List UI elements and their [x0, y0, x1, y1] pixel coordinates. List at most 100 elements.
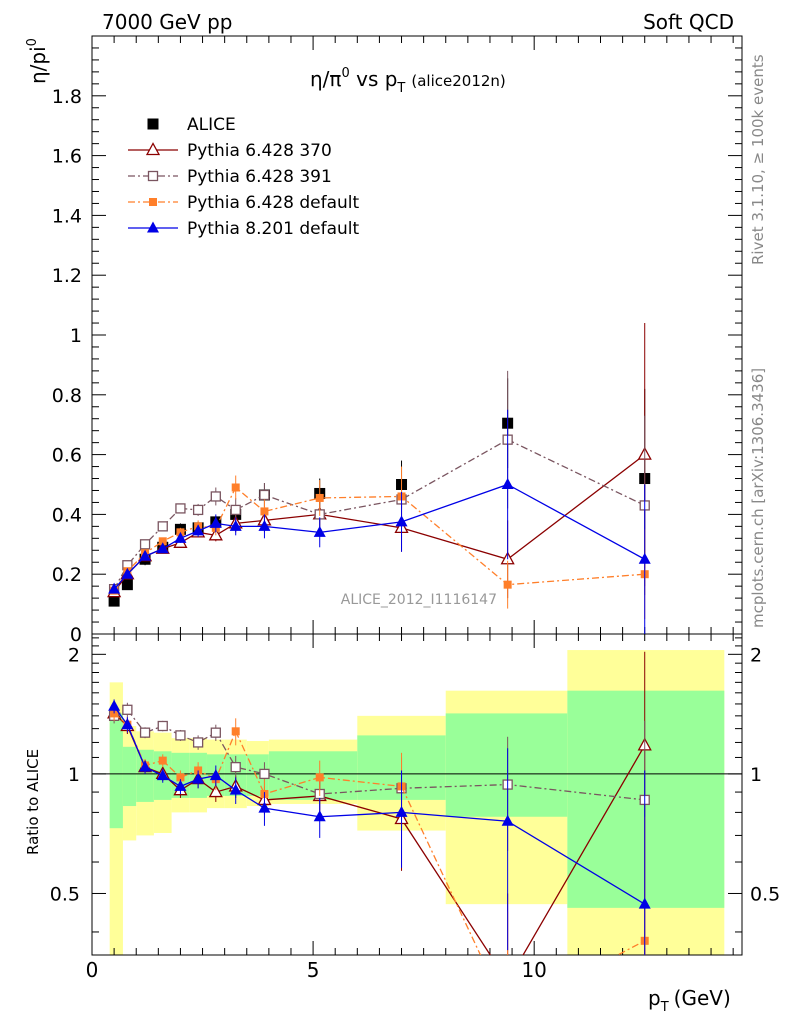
series-2-point: [158, 537, 167, 546]
series-3-ratio-point: [313, 810, 326, 822]
series-2-point: [503, 580, 512, 589]
series-1-point: [230, 504, 241, 516]
legend-label-1: Pythia 6.428 370: [187, 141, 332, 161]
ratio-tick-label-right: 1: [750, 764, 762, 786]
title-main: η/π: [310, 67, 341, 91]
series-3-point: [209, 516, 222, 528]
y-tick-label: 0.8: [52, 385, 82, 407]
series-3-ratio-point: [229, 783, 242, 795]
series-3-point: [258, 519, 271, 531]
series-3-point: [313, 525, 326, 537]
series-3-ratio-point: [209, 769, 222, 781]
ratio-band: [109, 650, 725, 955]
x-tick-label: 5: [307, 958, 320, 982]
y-tick-label: 1.6: [52, 146, 82, 168]
series-1-ratio-point: [175, 730, 186, 741]
series-3-point: [156, 542, 169, 554]
header-right: Soft QCD: [643, 10, 734, 34]
band-stat-bin: [246, 754, 269, 796]
y-tick-label: 0.6: [52, 445, 82, 467]
ratio-tick-label-left: 0.5: [50, 883, 80, 905]
x-tick-label: 0: [86, 958, 99, 982]
series-1-ratio-point: [230, 761, 241, 773]
series-3-point: [192, 524, 205, 536]
series-1-ratio-point: [139, 727, 151, 738]
series-2-point: [315, 493, 324, 502]
series-3-ratio-point: [121, 718, 134, 730]
legend-marker-1: [145, 142, 161, 156]
series-0-ratio-point: [208, 784, 223, 798]
legend-marker-0: [147, 118, 159, 130]
series-3-ratio-point: [258, 801, 271, 813]
series-1-point: [139, 539, 151, 550]
y-tick-label: 1.2: [52, 265, 82, 287]
band-stat-bin: [136, 749, 154, 802]
legend-marker-3: [149, 198, 157, 206]
alice-point: [121, 579, 133, 591]
y-tick-label: 1.8: [52, 86, 82, 108]
rivet-label: Rivet 3.1.10, ≥ 100k events: [749, 54, 767, 265]
band-stat-bin: [109, 713, 123, 829]
series-3-ratio-point: [108, 699, 121, 711]
legend-label-3: Pythia 6.428 default: [187, 193, 360, 213]
series-1-ratio-point: [157, 720, 168, 732]
series-1-ratio-point: [192, 737, 204, 748]
ylabel-main: η/pi: [26, 46, 50, 84]
title-sup: 0: [341, 66, 349, 81]
band-stat-bin: [445, 713, 568, 817]
series-2-ratio-point: [158, 756, 167, 765]
y-tick-label: 0.4: [52, 504, 82, 526]
ratio-frame: [91, 633, 743, 956]
series-3-point: [174, 531, 187, 543]
legend-label-0: ALICE: [187, 115, 236, 135]
series-2-ratio-point: [315, 773, 324, 782]
series-3-point: [395, 515, 408, 527]
series-1-point: [192, 504, 204, 516]
series-1-point: [210, 491, 221, 502]
title-vs: vs p: [350, 67, 398, 91]
series-1-ratio-point: [259, 768, 270, 780]
series-1-ratio-point: [122, 704, 133, 715]
legend-label-2: Pythia 6.428 391: [187, 167, 332, 187]
x-axis-label: pT (GeV): [648, 986, 731, 1015]
mcplots-label: mcplots.cern.ch [arXiv:1306.3436]: [749, 368, 767, 628]
series-3-ratio-point: [395, 805, 408, 817]
series-3-ratio-point: [192, 772, 205, 784]
series-2-point: [260, 507, 269, 516]
header-left: 7000 GeV pp: [102, 10, 233, 34]
watermark: ALICE_2012_I1116147: [341, 592, 497, 608]
legend-label-4: Pythia 8.201 default: [187, 219, 360, 239]
series-3-ratio-point: [139, 760, 152, 772]
xlabel-unit: (GeV): [674, 986, 731, 1010]
series-3-ratio-point: [638, 897, 651, 909]
ratio-plot: [107, 651, 652, 986]
ylabel-sup: 0: [25, 38, 40, 46]
series-3-point: [108, 582, 121, 594]
y-tick-label: 0: [70, 624, 82, 646]
series-3-ratio-point: [156, 769, 169, 781]
ratio-axis-label: Ratio to ALICE: [24, 749, 42, 855]
series-3-point: [229, 519, 242, 531]
legend-marker-4: [147, 221, 159, 233]
ratio-tick-label-left: 1: [68, 764, 80, 786]
series-0-ratio-point: [502, 975, 514, 986]
chart-title: η/π0 vs pT (alice2012n): [310, 66, 506, 96]
series-1-ratio-point: [210, 727, 221, 738]
legend-marker-2: [147, 170, 159, 182]
legend: ALICE Pythia 6.428 370 Pythia 6.428 391 Pyt…: [128, 115, 360, 239]
x-tick-label: 10: [521, 958, 546, 982]
xlabel-sub: T: [660, 1000, 669, 1015]
band-stat-bin: [122, 746, 137, 807]
series-layer: [107, 323, 652, 986]
series-2-ratio-point: [176, 773, 185, 782]
title-sub: T: [396, 81, 405, 96]
series-1-point: [175, 503, 186, 514]
y-tick-label: 1.4: [52, 205, 82, 227]
alice-point: [108, 595, 120, 607]
xlabel-main: p: [648, 986, 661, 1010]
ratio-tick-label-right: 0.5: [750, 883, 780, 905]
series-3-ratio-point: [174, 779, 187, 791]
series-3-ratio-point: [501, 814, 514, 826]
y-axis-label: η/pi0: [25, 38, 50, 84]
